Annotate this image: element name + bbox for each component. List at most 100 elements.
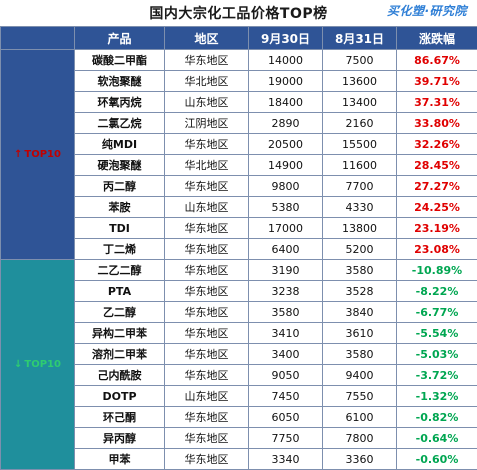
cell-change: 37.31% (397, 92, 477, 113)
cell-sep30: 19000 (249, 71, 323, 92)
cell-change: 33.80% (397, 113, 477, 134)
header-product: 产品 (75, 27, 165, 50)
cell-sep30: 18400 (249, 92, 323, 113)
cell-change: 39.71% (397, 71, 477, 92)
cell-sep30: 3410 (249, 323, 323, 344)
cell-product: DOTP (75, 386, 165, 407)
cell-product: 甲苯 (75, 449, 165, 470)
cell-sep30: 3580 (249, 302, 323, 323)
cell-aug31: 3840 (323, 302, 397, 323)
cell-sep30: 6050 (249, 407, 323, 428)
arrow-down-icon: ↓ (14, 359, 22, 370)
cell-sep30: 3190 (249, 260, 323, 281)
cell-product: PTA (75, 281, 165, 302)
cell-region: 华东地区 (165, 239, 249, 260)
header-aug31: 8月31日 (323, 27, 397, 50)
cell-change: -0.82% (397, 407, 477, 428)
cell-sep30: 2890 (249, 113, 323, 134)
cell-aug31: 9400 (323, 365, 397, 386)
cell-region: 华东地区 (165, 218, 249, 239)
cell-product: 己内酰胺 (75, 365, 165, 386)
brand-logo: 买化塑·研究院 (387, 2, 467, 19)
cell-change: -5.03% (397, 344, 477, 365)
cell-region: 山东地区 (165, 92, 249, 113)
cell-sep30: 3400 (249, 344, 323, 365)
cell-change: -6.77% (397, 302, 477, 323)
cell-product: 环己酮 (75, 407, 165, 428)
cell-aug31: 7550 (323, 386, 397, 407)
cell-product: 溶剂二甲苯 (75, 344, 165, 365)
cell-product: 二氯乙烷 (75, 113, 165, 134)
cell-region: 华东地区 (165, 281, 249, 302)
cell-aug31: 6100 (323, 407, 397, 428)
cell-change: -8.22% (397, 281, 477, 302)
cell-sep30: 6400 (249, 239, 323, 260)
cell-sep30: 9050 (249, 365, 323, 386)
cell-change: 23.08% (397, 239, 477, 260)
cell-sep30: 7750 (249, 428, 323, 449)
cell-aug31: 3580 (323, 260, 397, 281)
cell-sep30: 3238 (249, 281, 323, 302)
cell-aug31: 7500 (323, 50, 397, 71)
cell-sep30: 9800 (249, 176, 323, 197)
header-change: 涨跌幅 (397, 27, 477, 50)
header-blank (1, 27, 75, 50)
header-sep30: 9月30日 (249, 27, 323, 50)
cell-change: 24.25% (397, 197, 477, 218)
cell-product: 苯胺 (75, 197, 165, 218)
cell-region: 华北地区 (165, 155, 249, 176)
cell-product: 软泡聚醚 (75, 71, 165, 92)
cell-region: 华东地区 (165, 449, 249, 470)
arrow-up-icon: ↑ (14, 149, 22, 160)
cell-aug31: 11600 (323, 155, 397, 176)
top-gainers-label: ↑TOP10 (1, 50, 75, 260)
cell-region: 华东地区 (165, 344, 249, 365)
cell-aug31: 13800 (323, 218, 397, 239)
cell-aug31: 3580 (323, 344, 397, 365)
cell-change: -3.72% (397, 365, 477, 386)
cell-aug31: 2160 (323, 113, 397, 134)
cell-aug31: 4330 (323, 197, 397, 218)
cell-aug31: 13400 (323, 92, 397, 113)
cell-product: 丁二烯 (75, 239, 165, 260)
cell-region: 华东地区 (165, 134, 249, 155)
cell-region: 山东地区 (165, 197, 249, 218)
cell-region: 江阴地区 (165, 113, 249, 134)
cell-aug31: 15500 (323, 134, 397, 155)
cell-sep30: 7450 (249, 386, 323, 407)
cell-aug31: 3610 (323, 323, 397, 344)
cell-region: 华北地区 (165, 71, 249, 92)
cell-region: 华东地区 (165, 428, 249, 449)
cell-sep30: 20500 (249, 134, 323, 155)
cell-change: -10.89% (397, 260, 477, 281)
cell-sep30: 5380 (249, 197, 323, 218)
header-region: 地区 (165, 27, 249, 50)
cell-sep30: 14900 (249, 155, 323, 176)
cell-change: 23.19% (397, 218, 477, 239)
cell-change: 86.67% (397, 50, 477, 71)
cell-aug31: 5200 (323, 239, 397, 260)
cell-product: 乙二醇 (75, 302, 165, 323)
cell-sep30: 14000 (249, 50, 323, 71)
cell-region: 华东地区 (165, 365, 249, 386)
cell-product: 丙二醇 (75, 176, 165, 197)
cell-aug31: 13600 (323, 71, 397, 92)
cell-product: 异丙醇 (75, 428, 165, 449)
cell-change: -0.64% (397, 428, 477, 449)
cell-product: 二乙二醇 (75, 260, 165, 281)
cell-region: 华东地区 (165, 176, 249, 197)
cell-change: -1.32% (397, 386, 477, 407)
rank-label: TOP10 (24, 149, 61, 160)
cell-sep30: 3340 (249, 449, 323, 470)
cell-product: 碳酸二甲酯 (75, 50, 165, 71)
cell-aug31: 3360 (323, 449, 397, 470)
cell-region: 华东地区 (165, 302, 249, 323)
cell-aug31: 7700 (323, 176, 397, 197)
cell-product: 纯MDI (75, 134, 165, 155)
cell-region: 华东地区 (165, 407, 249, 428)
cell-product: 异构二甲苯 (75, 323, 165, 344)
cell-product: 环氧丙烷 (75, 92, 165, 113)
cell-change: 32.26% (397, 134, 477, 155)
